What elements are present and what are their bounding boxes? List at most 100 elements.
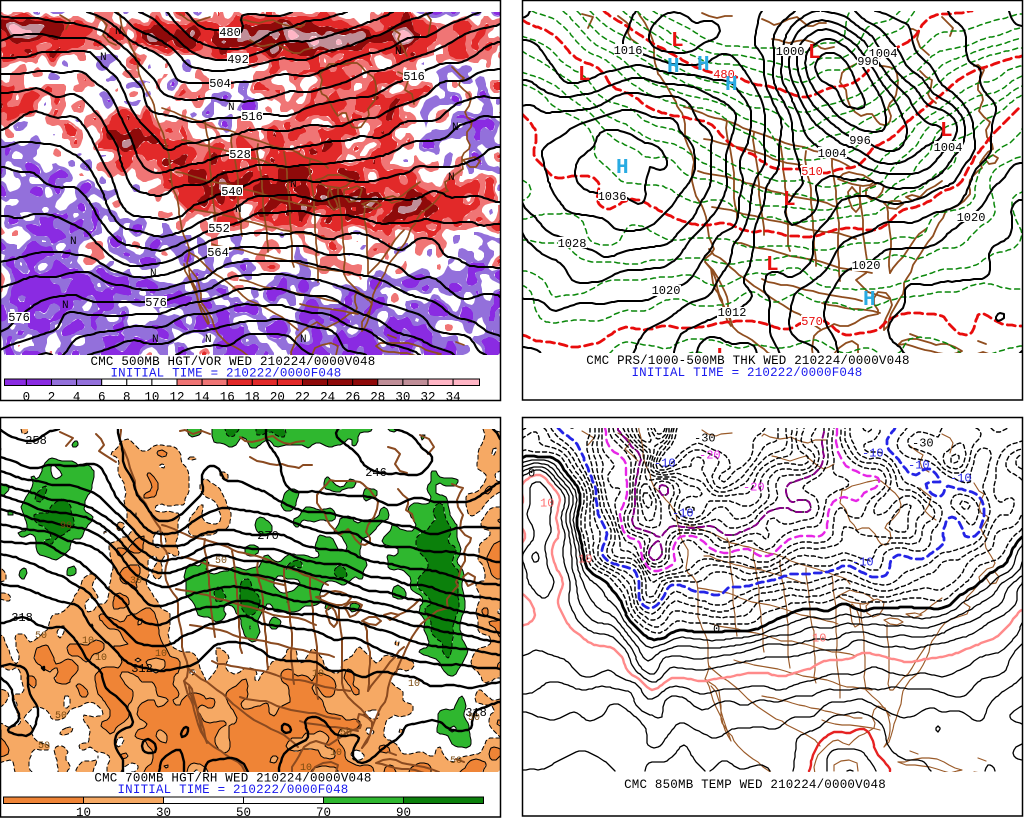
svg-text:50: 50 — [450, 756, 462, 767]
svg-text:10: 10 — [95, 653, 107, 664]
svg-text:246: 246 — [365, 466, 387, 480]
svg-text:N: N — [448, 172, 455, 184]
svg-text:10: 10 — [300, 763, 312, 774]
svg-text:L: L — [766, 254, 779, 277]
svg-text:N: N — [100, 52, 107, 64]
svg-text:12: 12 — [169, 391, 184, 405]
svg-text:INITIAL TIME = 210222/0000F048: INITIAL TIME = 210222/0000F048 — [117, 783, 348, 797]
svg-text:504: 504 — [209, 77, 231, 91]
svg-text:540: 540 — [221, 185, 243, 199]
svg-text:-20: -20 — [743, 481, 765, 495]
svg-text:1020: 1020 — [957, 211, 986, 225]
svg-text:50: 50 — [55, 711, 67, 722]
svg-text:996: 996 — [849, 134, 871, 148]
svg-text:570: 570 — [801, 315, 823, 329]
svg-text:2: 2 — [48, 391, 56, 405]
svg-text:30: 30 — [130, 576, 142, 587]
svg-text:14: 14 — [195, 391, 210, 405]
svg-text:1020: 1020 — [652, 284, 681, 298]
svg-text:90: 90 — [396, 806, 411, 819]
svg-text:6: 6 — [98, 391, 106, 405]
svg-text:-10: -10 — [950, 472, 972, 486]
svg-text:L: L — [940, 120, 953, 143]
svg-text:16: 16 — [220, 391, 235, 405]
svg-text:H: H — [863, 289, 876, 312]
svg-text:34: 34 — [446, 391, 461, 405]
svg-text:318: 318 — [465, 706, 487, 720]
svg-text:90: 90 — [60, 521, 72, 532]
svg-text:492: 492 — [227, 53, 249, 67]
svg-text:22: 22 — [295, 391, 310, 405]
svg-text:50: 50 — [236, 806, 251, 819]
svg-text:576: 576 — [8, 311, 30, 325]
svg-text:L: L — [716, 346, 729, 369]
svg-text:N: N — [70, 236, 77, 248]
svg-text:H: H — [697, 54, 710, 77]
svg-text:0: 0 — [23, 391, 31, 405]
svg-text:L: L — [671, 30, 684, 53]
svg-text:480: 480 — [219, 26, 241, 40]
svg-text:8: 8 — [123, 391, 131, 405]
svg-text:50: 50 — [35, 631, 47, 642]
svg-text:-10: -10 — [908, 459, 930, 473]
svg-text:1028: 1028 — [558, 237, 587, 251]
svg-text:-20: -20 — [699, 449, 721, 463]
svg-text:10: 10 — [330, 748, 342, 759]
svg-text:H: H — [725, 74, 738, 97]
svg-text:N: N — [205, 334, 212, 346]
svg-text:510: 510 — [801, 165, 823, 179]
svg-text:516: 516 — [241, 110, 263, 124]
svg-text:10: 10 — [540, 497, 554, 511]
svg-text:-10: -10 — [862, 447, 884, 461]
svg-text:INITIAL TIME = 210222/0000F048: INITIAL TIME = 210222/0000F048 — [110, 367, 341, 381]
svg-text:1000: 1000 — [776, 45, 805, 59]
svg-text:516: 516 — [403, 70, 425, 84]
svg-text:N: N — [115, 26, 122, 38]
svg-text:996: 996 — [857, 55, 879, 69]
svg-text:L: L — [808, 42, 821, 65]
svg-text:552: 552 — [208, 222, 230, 236]
svg-text:CMC PRS/1000-500MB THK WED 210: CMC PRS/1000-500MB THK WED 210224/0000V0… — [586, 354, 909, 368]
svg-text:10: 10 — [155, 649, 167, 660]
svg-text:N: N — [228, 102, 235, 114]
svg-text:18: 18 — [245, 391, 260, 405]
svg-text:N: N — [62, 300, 69, 312]
svg-text:50: 50 — [468, 713, 480, 724]
svg-text:L: L — [783, 189, 796, 212]
svg-text:N: N — [395, 46, 402, 58]
svg-text:70: 70 — [316, 806, 331, 819]
svg-text:10: 10 — [408, 679, 420, 690]
svg-text:N: N — [152, 334, 159, 346]
svg-text:INITIAL TIME = 210222/0000F048: INITIAL TIME = 210222/0000F048 — [631, 366, 862, 380]
svg-text:480: 480 — [713, 68, 735, 82]
svg-text:CMC 500MB HGT/VOR WED 210224/0: CMC 500MB HGT/VOR WED 210224/0000V048 — [91, 355, 376, 369]
svg-text:10: 10 — [82, 636, 94, 647]
svg-text:32: 32 — [420, 391, 435, 405]
svg-text:1004: 1004 — [934, 141, 963, 155]
svg-text:312: 312 — [131, 662, 153, 676]
svg-text:28: 28 — [370, 391, 385, 405]
svg-text:10: 10 — [812, 632, 826, 646]
svg-text:CMC 700MB HGT/RH WED 210224/00: CMC 700MB HGT/RH WED 210224/0000V048 — [94, 772, 371, 786]
svg-text:50: 50 — [38, 741, 50, 752]
svg-text:N: N — [235, 204, 242, 216]
svg-text:N: N — [150, 268, 157, 280]
svg-text:1004: 1004 — [818, 147, 847, 161]
svg-text:24: 24 — [320, 391, 335, 405]
svg-text:CMC 850MB TEMP WED 210224/0000: CMC 850MB TEMP WED 210224/0000V048 — [624, 778, 886, 792]
svg-text:0: 0 — [713, 623, 720, 637]
svg-text:10: 10 — [312, 669, 324, 680]
svg-text:0: 0 — [528, 467, 535, 481]
svg-text:30: 30 — [395, 391, 410, 405]
svg-text:-30: -30 — [912, 437, 934, 451]
svg-text:20: 20 — [270, 391, 285, 405]
svg-text:-10: -10 — [654, 457, 676, 471]
svg-text:1020: 1020 — [852, 259, 881, 273]
svg-text:H: H — [667, 56, 680, 79]
svg-text:-10: -10 — [672, 507, 694, 521]
svg-text:270: 270 — [257, 529, 279, 543]
svg-text:N: N — [290, 179, 297, 191]
svg-text:-30: -30 — [694, 432, 716, 446]
svg-text:1012: 1012 — [718, 306, 747, 320]
svg-text:4: 4 — [73, 391, 81, 405]
